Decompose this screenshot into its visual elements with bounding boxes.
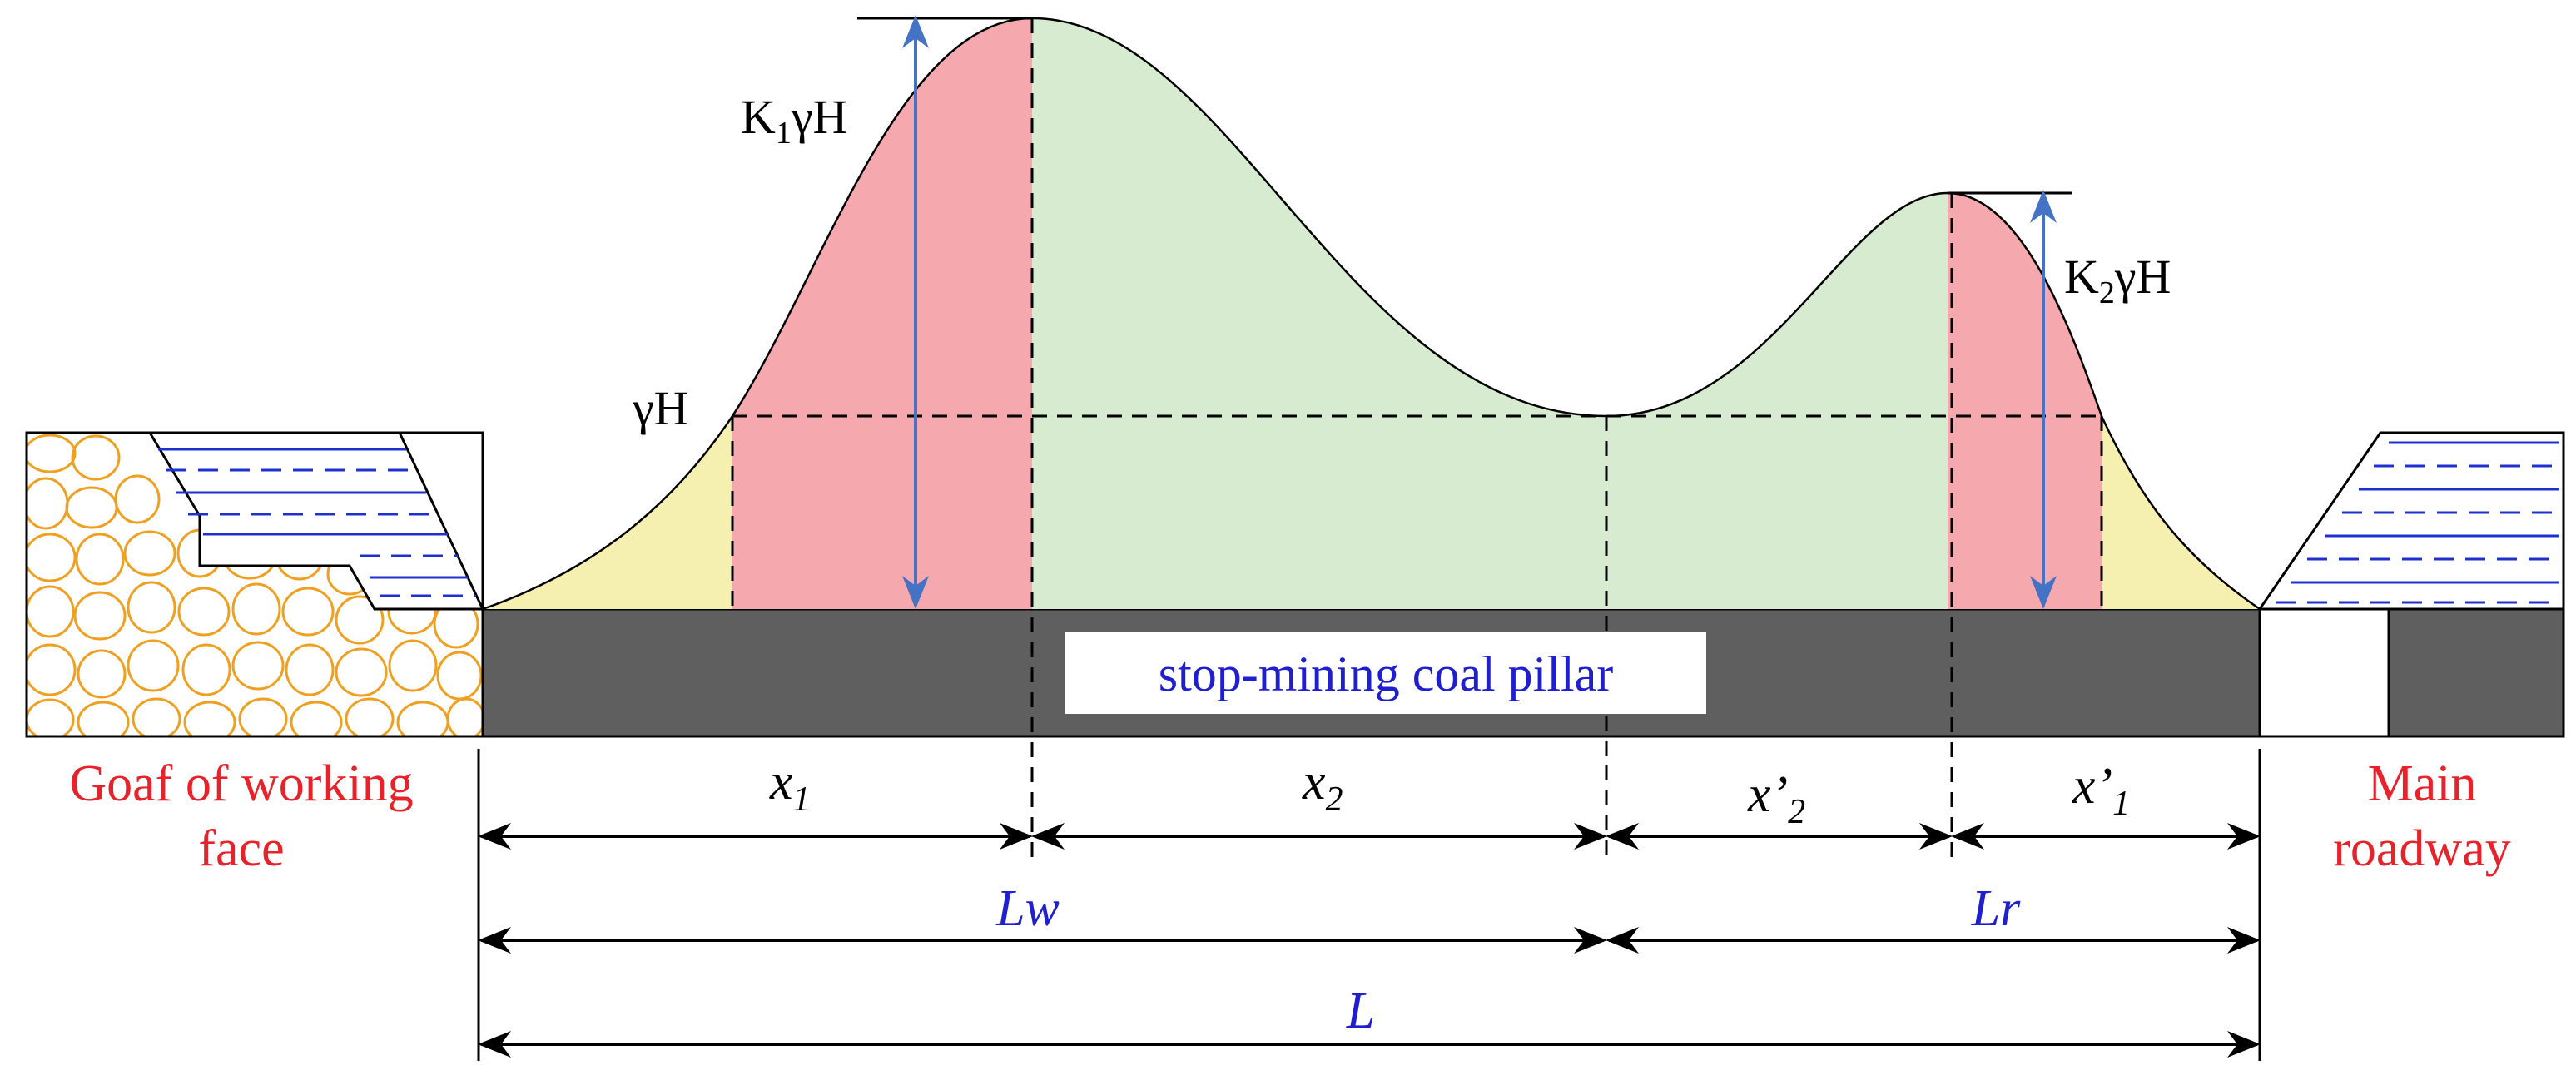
main-roadway-label-line1: Main [2368, 756, 2477, 812]
l-label: L [1346, 983, 1375, 1039]
xp2-label: x’2 [1747, 766, 1805, 831]
green-zone [1032, 18, 1948, 609]
main-roadway-opening [2258, 607, 2390, 738]
left-water-stratum [147, 431, 485, 611]
red-zone-right [1948, 193, 2102, 609]
goaf-label-line1: Goaf of working [69, 756, 413, 812]
lw-label: Lw [995, 880, 1060, 937]
stress-curve [482, 17, 2261, 611]
yellow-zone-left [483, 416, 732, 609]
right-water-stratum [2257, 431, 2565, 611]
stress-curve-outline [482, 17, 2261, 611]
right-coal-body [2387, 607, 2565, 738]
pillar-label: stop-mining coal pillar [1159, 647, 1614, 701]
red-zone-left [732, 18, 1032, 609]
k1-gamma-h-label: K1γH [741, 90, 847, 151]
goaf-label-line2: face [198, 820, 284, 877]
xp1-label: x’1 [2072, 758, 2130, 823]
lr-label: Lr [1971, 880, 2021, 937]
k2-gamma-h-label: K2γH [2064, 250, 2171, 310]
yellow-zone-right [2102, 416, 2260, 609]
main-roadway-label-line2: roadway [2333, 820, 2510, 877]
pillar-label-box [1065, 632, 1706, 714]
reference-lines [731, 18, 2103, 865]
x2-label: x2 [1302, 754, 1343, 819]
dimension-arrows [478, 823, 2261, 1058]
x1-label: x1 [769, 754, 811, 819]
gamma-h-label: γH [632, 381, 689, 435]
